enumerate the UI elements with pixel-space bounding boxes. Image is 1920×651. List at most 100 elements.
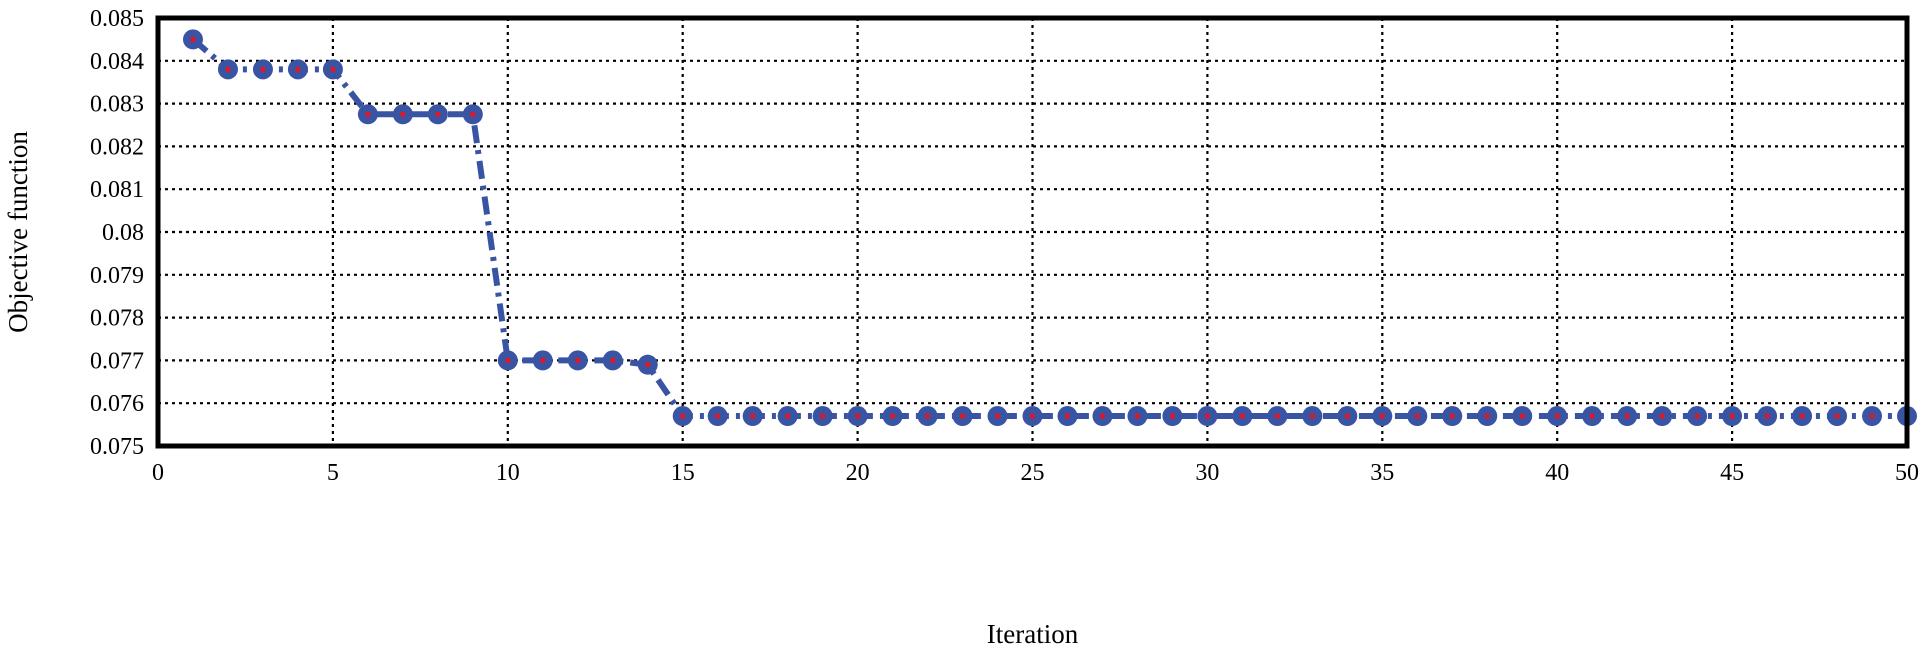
data-point-center bbox=[1624, 413, 1630, 419]
data-point bbox=[287, 59, 308, 80]
data-point bbox=[217, 59, 238, 80]
grid-lines bbox=[158, 18, 1907, 446]
data-point-center bbox=[1764, 413, 1770, 419]
data-point-center bbox=[1484, 413, 1490, 419]
x-tick-labels: 0 5 10 15 20 25 30 35 40 45 50 bbox=[152, 460, 1919, 486]
y-tick-label: 0.08 bbox=[102, 220, 144, 246]
data-point-center bbox=[680, 413, 686, 419]
data-point bbox=[812, 406, 833, 427]
data-point-center bbox=[785, 413, 791, 419]
data-point-center bbox=[1414, 413, 1420, 419]
data-point bbox=[1827, 406, 1848, 427]
data-point bbox=[1617, 406, 1638, 427]
data-point bbox=[882, 406, 903, 427]
data-point bbox=[1407, 406, 1428, 427]
data-point-center bbox=[1659, 413, 1665, 419]
x-tick-label: 40 bbox=[1545, 460, 1569, 486]
data-point-center bbox=[295, 66, 301, 72]
data-point-center bbox=[225, 66, 231, 72]
data-point bbox=[1057, 406, 1078, 427]
x-axis-title: Iteration bbox=[987, 619, 1079, 649]
data-point-center bbox=[575, 357, 581, 363]
data-point-center bbox=[1344, 413, 1350, 419]
data-point-center bbox=[820, 413, 826, 419]
data-point-center bbox=[330, 66, 336, 72]
data-point-center bbox=[610, 357, 616, 363]
data-point bbox=[1022, 406, 1043, 427]
y-tick-label: 0.082 bbox=[90, 134, 144, 160]
data-point-center bbox=[1204, 413, 1210, 419]
y-tick-label: 0.085 bbox=[90, 6, 144, 32]
data-point bbox=[357, 104, 378, 125]
data-point bbox=[252, 59, 273, 80]
data-point-center bbox=[1029, 413, 1036, 419]
data-point-center bbox=[750, 413, 756, 419]
x-tick-label: 45 bbox=[1720, 460, 1744, 486]
data-point-center bbox=[260, 66, 266, 72]
data-point-center bbox=[1589, 413, 1595, 419]
data-point bbox=[672, 406, 693, 427]
data-point bbox=[182, 29, 203, 50]
data-point-center bbox=[1554, 413, 1560, 419]
data-point-center bbox=[365, 111, 371, 117]
x-tick-label: 5 bbox=[327, 460, 339, 486]
data-point bbox=[1477, 406, 1498, 427]
data-point bbox=[1092, 406, 1113, 427]
data-point bbox=[1197, 406, 1218, 427]
data-point-center bbox=[1274, 413, 1280, 419]
data-point bbox=[532, 350, 553, 371]
y-axis-title: Objective function bbox=[3, 131, 33, 333]
data-point bbox=[1372, 406, 1393, 427]
data-point-center bbox=[190, 36, 196, 43]
data-point bbox=[1792, 406, 1813, 427]
data-point bbox=[707, 406, 728, 427]
data-point bbox=[1127, 406, 1148, 427]
data-point bbox=[1862, 406, 1883, 427]
data-point-center bbox=[1869, 413, 1875, 419]
data-point-center bbox=[1309, 413, 1315, 419]
data-point bbox=[987, 406, 1008, 427]
data-point bbox=[1162, 406, 1183, 427]
data-point-center bbox=[400, 111, 406, 117]
data-point-center bbox=[924, 413, 931, 419]
data-point-center bbox=[1379, 413, 1385, 419]
data-point bbox=[1547, 406, 1568, 427]
data-point bbox=[1442, 406, 1463, 427]
data-point-center bbox=[645, 362, 651, 368]
y-tick-label: 0.079 bbox=[90, 263, 144, 289]
data-point bbox=[427, 104, 448, 125]
data-point bbox=[1687, 406, 1708, 427]
data-point bbox=[1757, 406, 1778, 427]
y-tick-label: 0.075 bbox=[90, 434, 144, 460]
x-tick-label: 0 bbox=[152, 460, 164, 486]
data-point-center bbox=[994, 413, 1001, 419]
data-point-center bbox=[715, 413, 721, 419]
data-point bbox=[1582, 406, 1603, 427]
data-point bbox=[602, 350, 623, 371]
data-point-center bbox=[505, 357, 511, 363]
x-tick-label: 30 bbox=[1195, 460, 1219, 486]
x-tick-label: 20 bbox=[846, 460, 870, 486]
data-point-center bbox=[470, 111, 476, 117]
x-tick-label: 35 bbox=[1370, 460, 1394, 486]
data-point bbox=[1512, 406, 1533, 427]
x-tick-label: 10 bbox=[496, 460, 520, 486]
data-point bbox=[1302, 406, 1323, 427]
data-point bbox=[777, 406, 798, 427]
x-tick-label: 50 bbox=[1895, 460, 1919, 486]
plot-frame bbox=[155, 15, 1910, 449]
data-point bbox=[917, 406, 938, 427]
data-point-center bbox=[1064, 413, 1071, 419]
data-point bbox=[1232, 406, 1253, 427]
data-point bbox=[1267, 406, 1288, 427]
data-point bbox=[847, 406, 868, 427]
y-tick-label: 0.076 bbox=[90, 391, 144, 417]
data-point-center bbox=[1449, 413, 1455, 419]
series-layer bbox=[182, 29, 1917, 427]
data-point bbox=[1337, 406, 1358, 427]
y-tick-label: 0.077 bbox=[90, 348, 144, 374]
data-point bbox=[322, 59, 343, 80]
data-point-center bbox=[1729, 413, 1735, 419]
data-point bbox=[637, 354, 658, 375]
